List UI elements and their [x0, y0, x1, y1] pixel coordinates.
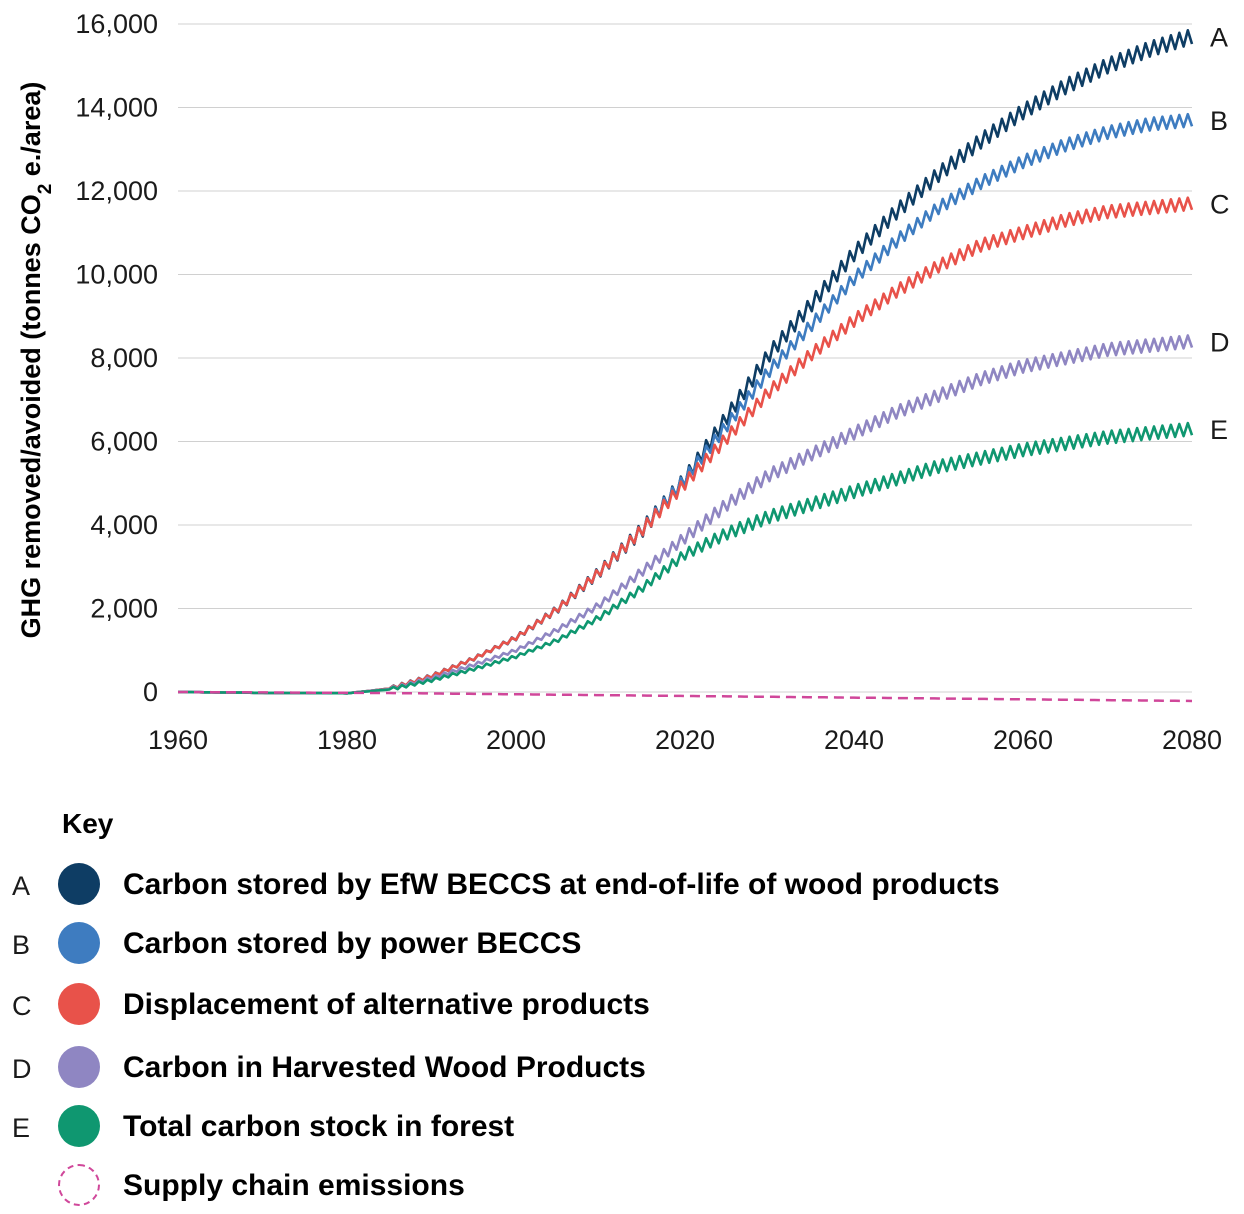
series-end-label: E: [1210, 415, 1228, 445]
series-line-e: [178, 421, 1194, 695]
series-line-d: [178, 334, 1194, 695]
series-line-b: [178, 112, 1194, 695]
legend-item: D Carbon in Harvested Wood Products: [0, 1046, 1200, 1096]
x-tick-label: 2040: [824, 725, 884, 755]
series-end-label: C: [1210, 190, 1230, 220]
series-line-supply-chain: [178, 690, 1193, 703]
legend-item: E Total carbon stock in forest: [0, 1105, 1200, 1155]
series-end-labels: A B C D E: [1210, 23, 1230, 445]
y-tick-label: 4,000: [90, 510, 158, 540]
legend-label: Carbon stored by EfW BECCS at end-of-lif…: [123, 868, 1000, 901]
x-tick-label: 2060: [993, 725, 1053, 755]
legend-letter: A: [12, 871, 31, 901]
legend-item: A Carbon stored by EfW BECCS at end-of-li…: [0, 863, 1200, 913]
y-tick-label: 8,000: [90, 343, 158, 373]
legend-item: Supply chain emissions: [0, 1164, 1200, 1214]
legend-swatch-icon: [58, 922, 100, 964]
legend-letter: D: [12, 1054, 32, 1084]
legend-letter: B: [12, 930, 31, 960]
x-tick-label: 1960: [148, 725, 208, 755]
legend-label: Displacement of alternative products: [123, 988, 650, 1021]
y-tick-label: 0: [143, 677, 158, 707]
legend-swatch-icon: [58, 863, 100, 905]
legend-label: Carbon stored by power BECCS: [123, 927, 582, 960]
y-tick-label: 16,000: [75, 9, 158, 39]
series-lines: [178, 29, 1194, 703]
legend-swatch-icon: [58, 983, 100, 1025]
x-axis-ticks: 1960 1980 2000 2020 2040 2060 2080: [148, 725, 1222, 755]
y-axis-title: GHG removed/avoided (tonnes CO2 e./area): [16, 82, 56, 639]
legend-letter: C: [12, 991, 32, 1021]
line-chart: 0 2,000 4,000 6,000 8,000 10,000 12,000 14,000 1…: [16, 9, 1230, 755]
legend-letter: E: [12, 1113, 31, 1143]
y-tick-label: 2,000: [90, 594, 158, 624]
legend-label: Carbon in Harvested Wood Products: [123, 1051, 646, 1084]
legend-item: B Carbon stored by power BECCS: [0, 922, 1200, 972]
legend-item: C Displacement of alternative products: [0, 983, 1200, 1033]
legend-label: Total carbon stock in forest: [123, 1110, 515, 1143]
legend-swatch-icon: [58, 1046, 100, 1088]
series-end-label: B: [1210, 106, 1228, 136]
legend-label: Supply chain emissions: [123, 1169, 465, 1202]
series-end-label: D: [1210, 327, 1230, 357]
x-tick-label: 1980: [317, 725, 377, 755]
x-tick-label: 2000: [486, 725, 546, 755]
y-axis-ticks: 0 2,000 4,000 6,000 8,000 10,000 12,000 14,000 1…: [75, 9, 158, 707]
x-tick-label: 2080: [1162, 725, 1222, 755]
gridlines: [178, 23, 1192, 693]
legend-swatch-icon: [58, 1105, 100, 1147]
y-tick-label: 14,000: [75, 93, 158, 123]
y-tick-label: 10,000: [75, 260, 158, 290]
series-line-a: [178, 29, 1194, 695]
legend-title: Key: [62, 808, 114, 839]
series-line-c: [178, 196, 1194, 695]
x-tick-label: 2020: [655, 725, 715, 755]
y-tick-label: 6,000: [90, 427, 158, 457]
series-end-label: A: [1210, 23, 1228, 53]
y-tick-label: 12,000: [75, 176, 158, 206]
legend-swatch-icon: [58, 1164, 100, 1206]
